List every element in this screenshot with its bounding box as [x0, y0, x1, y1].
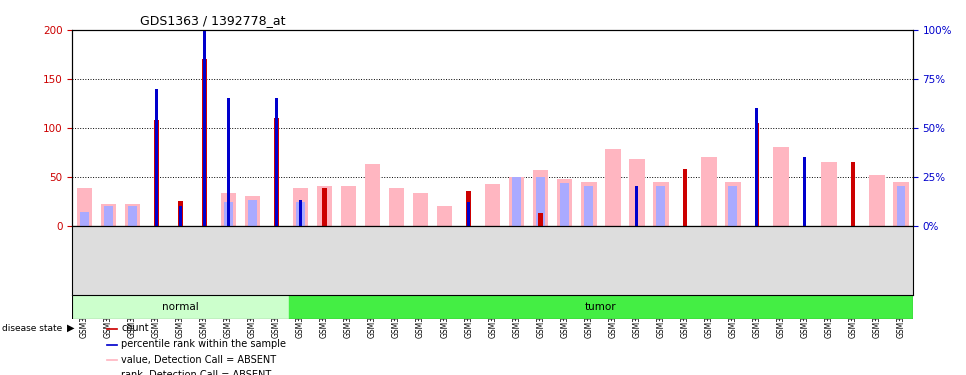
Bar [299, 200, 302, 226]
Bar [412, 194, 429, 226]
Bar [485, 184, 500, 226]
Bar [100, 204, 116, 226]
Bar [896, 186, 905, 226]
Bar [605, 149, 620, 226]
Bar [274, 118, 279, 226]
Bar [754, 123, 759, 226]
Bar [128, 206, 137, 226]
Bar [156, 88, 157, 226]
Bar [804, 157, 807, 226]
Bar [509, 177, 525, 226]
Text: rank, Detection Call = ABSENT: rank, Detection Call = ABSENT [121, 370, 271, 375]
Bar [80, 212, 89, 226]
Bar [538, 213, 543, 226]
Bar [584, 186, 593, 226]
Bar [179, 206, 182, 226]
Text: GDS1363 / 1392778_at: GDS1363 / 1392778_at [140, 15, 285, 27]
Bar [388, 189, 405, 226]
Bar [581, 182, 597, 226]
Bar [244, 196, 261, 226]
Bar [821, 162, 837, 226]
Bar [125, 204, 140, 226]
Text: ▶: ▶ [67, 323, 74, 333]
Bar [203, 30, 206, 226]
Text: count: count [121, 324, 149, 333]
Bar [536, 177, 545, 226]
Bar [179, 201, 183, 226]
Bar [467, 191, 470, 226]
Bar [851, 162, 855, 226]
Bar [248, 200, 257, 226]
Bar [202, 59, 207, 226]
Bar [560, 183, 569, 226]
Bar [533, 170, 549, 226]
Bar [155, 120, 158, 226]
Bar [728, 186, 737, 226]
Bar [636, 186, 639, 226]
Bar [227, 99, 230, 226]
Bar [106, 344, 117, 345]
Bar [724, 182, 741, 226]
Bar [106, 359, 117, 360]
Bar [297, 202, 305, 226]
Text: tumor: tumor [584, 302, 616, 312]
Bar [468, 202, 470, 226]
Bar [323, 189, 327, 226]
Bar [512, 177, 521, 226]
Bar [289, 295, 913, 319]
Text: disease state: disease state [2, 324, 62, 333]
Text: percentile rank within the sample: percentile rank within the sample [121, 339, 286, 349]
Bar [869, 175, 885, 226]
Bar [701, 157, 717, 226]
Bar [220, 194, 237, 226]
Bar [341, 186, 356, 226]
Bar [683, 169, 687, 226]
Bar [653, 182, 668, 226]
Bar [317, 186, 332, 226]
Bar [224, 202, 233, 226]
Bar [72, 295, 289, 319]
Bar [893, 182, 909, 226]
Bar [657, 186, 665, 226]
Bar [629, 159, 644, 226]
Bar [293, 189, 308, 226]
Bar [106, 328, 117, 329]
Bar [773, 147, 788, 226]
Bar [437, 206, 452, 226]
Bar [755, 108, 758, 226]
Bar [76, 189, 93, 226]
Text: normal: normal [162, 302, 199, 312]
Bar [556, 178, 573, 226]
Text: value, Detection Call = ABSENT: value, Detection Call = ABSENT [121, 355, 276, 365]
Bar [365, 164, 381, 226]
Bar [275, 99, 278, 226]
Bar [104, 206, 113, 226]
